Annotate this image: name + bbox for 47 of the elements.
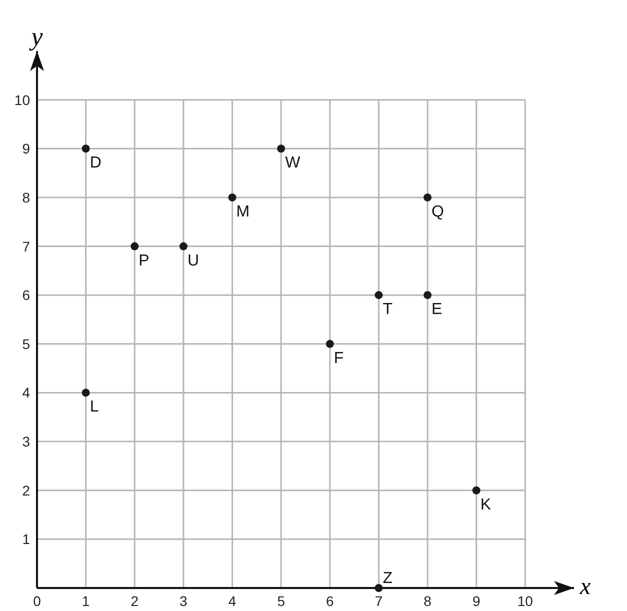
x-tick-label: 7 <box>374 593 383 609</box>
annotation: U <box>187 252 200 270</box>
y-tick-label: 6 <box>22 287 30 304</box>
y-tick-label: 10 <box>14 92 30 108</box>
annotation: K <box>480 496 492 514</box>
x-tick-label: 2 <box>130 593 139 609</box>
annotation: D <box>90 154 102 172</box>
annotation: Z <box>382 570 393 587</box>
point <box>374 584 383 592</box>
x-tick-label: 9 <box>472 593 480 609</box>
point <box>82 144 90 153</box>
y-tick-label: 1 <box>22 531 30 548</box>
point <box>277 144 286 153</box>
annotation: T <box>382 301 393 318</box>
x-tick-label: 1 <box>82 593 90 609</box>
y-tick-label: 5 <box>22 336 30 352</box>
point <box>228 193 236 202</box>
y-tick-label: 4 <box>22 384 30 401</box>
point <box>82 388 90 397</box>
annotation: M <box>236 203 250 220</box>
annotation: L <box>90 398 99 416</box>
y-tick-label: 7 <box>22 238 30 254</box>
annotation: P <box>138 252 150 270</box>
point <box>424 291 432 300</box>
point <box>179 242 188 250</box>
point <box>374 291 383 300</box>
y-tick-label: 9 <box>22 140 30 157</box>
annotation: W <box>285 154 302 172</box>
annotation: F <box>334 350 344 367</box>
annotation: Q <box>432 203 444 220</box>
x-tick-label: 8 <box>424 593 432 609</box>
x-tick-label: 0 <box>33 593 42 609</box>
x-tick-label: 6 <box>326 593 334 609</box>
annotation: E <box>432 301 442 318</box>
y-tick-label: 2 <box>22 482 30 498</box>
x-tick-label: 10 <box>517 593 534 609</box>
x-tick-label: 4 <box>228 593 236 609</box>
x-tick-label: 5 <box>277 593 286 609</box>
x-axis-title: x <box>579 574 591 600</box>
y-tick-label: 3 <box>22 434 30 450</box>
point <box>424 193 432 202</box>
x-tick-label: 3 <box>180 593 188 609</box>
point <box>326 340 334 348</box>
y-axis-title: y <box>28 22 44 51</box>
point <box>130 242 139 250</box>
y-tick-label: 8 <box>22 189 30 206</box>
point <box>472 486 480 494</box>
